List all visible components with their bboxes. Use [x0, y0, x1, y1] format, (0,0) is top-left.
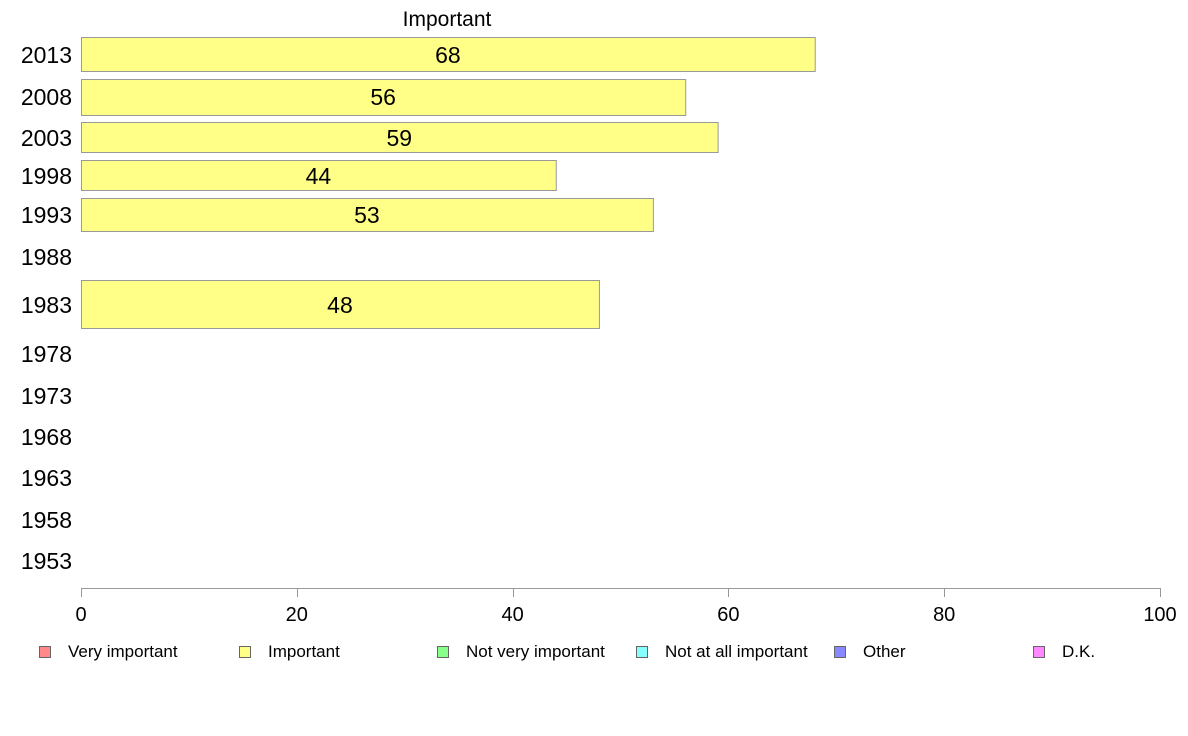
- year-label: 2008: [21, 84, 72, 110]
- legend-label: Important: [268, 642, 340, 661]
- legend-swatch: [1033, 646, 1045, 658]
- bar-value-label: 56: [370, 84, 396, 110]
- year-label: 2013: [21, 42, 72, 68]
- x-tick-label: 0: [75, 604, 86, 626]
- bar: [81, 198, 654, 232]
- x-tick-label: 20: [286, 604, 308, 626]
- x-tick-label: 60: [717, 604, 739, 626]
- legend-label: Not very important: [466, 642, 605, 661]
- x-tick-label: 100: [1143, 604, 1176, 626]
- bar: [81, 37, 816, 72]
- bar-value-label: 59: [387, 125, 413, 151]
- legend-item: D.K.: [1033, 640, 1095, 664]
- year-label: 1968: [21, 424, 72, 450]
- chart-title: Important: [403, 8, 492, 31]
- year-labels: 2013 2008 2003 1998 1993 1988 1983 1978 1973 1968…: [21, 42, 72, 574]
- legend-label: Not at all important: [665, 642, 808, 661]
- legend-label: Very important: [68, 642, 178, 661]
- bar: [81, 280, 600, 329]
- bar-value-label: 48: [327, 292, 353, 318]
- bar: [81, 160, 557, 191]
- year-label: 1983: [21, 292, 72, 318]
- year-label: 1998: [21, 163, 72, 189]
- year-label: 1973: [21, 383, 72, 409]
- legend-swatch: [39, 646, 51, 658]
- year-label: 1963: [21, 465, 72, 491]
- bar: [81, 79, 687, 116]
- legend-label: D.K.: [1062, 642, 1096, 661]
- year-label: 1993: [21, 202, 72, 228]
- legend-item: Other: [834, 640, 906, 664]
- year-label: 1953: [21, 548, 72, 574]
- x-tick-label: 40: [501, 604, 523, 626]
- legend-swatch: [636, 646, 648, 658]
- legend-swatch: [437, 646, 449, 658]
- bar-value-label: 44: [306, 163, 332, 189]
- bars-group: 68 56 59 44 53 48: [81, 37, 816, 329]
- legend-item: Important: [239, 640, 340, 664]
- legend-swatch: [834, 646, 846, 658]
- legend-item: Very important: [39, 640, 178, 664]
- bar-value-label: 68: [435, 42, 461, 68]
- year-label: 1958: [21, 507, 72, 533]
- year-label: 1978: [21, 341, 72, 367]
- bar: [81, 122, 719, 153]
- legend-item: Not very important: [437, 640, 605, 664]
- legend-item: Not at all important: [636, 640, 808, 664]
- bar-value-label: 53: [354, 202, 380, 228]
- x-axis: 0 20 40 60 80 100: [75, 588, 1177, 626]
- year-label: 1988: [21, 244, 72, 270]
- year-label: 2003: [21, 125, 72, 151]
- legend-label: Other: [863, 642, 906, 661]
- x-tick-label: 80: [933, 604, 955, 626]
- legend: Very important Important Not very importan…: [0, 640, 1188, 664]
- legend-swatch: [239, 646, 251, 658]
